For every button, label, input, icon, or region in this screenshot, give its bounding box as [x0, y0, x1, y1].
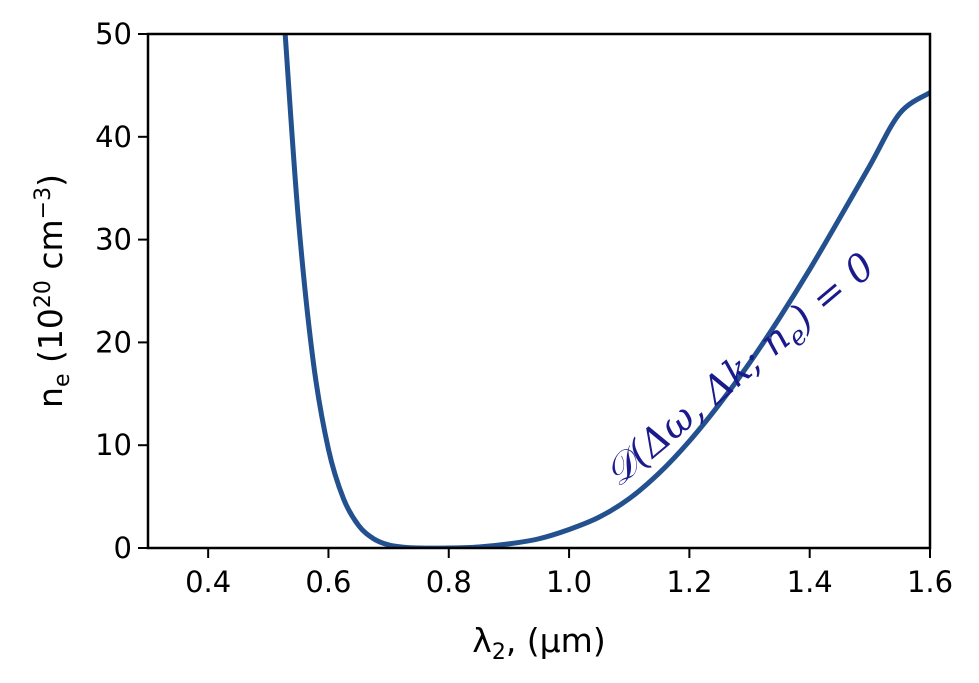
- x-axis-label: λ2, (μm): [472, 621, 605, 665]
- x-tick-label: 0.6: [305, 565, 351, 599]
- x-tick-label: 0.8: [426, 565, 472, 599]
- series-line: [282, 34, 930, 548]
- x-tick-label: 1.4: [787, 565, 833, 599]
- plot-frame: [146, 32, 932, 550]
- y-tick-label: 50: [95, 17, 132, 51]
- x-tick-label: 1.2: [666, 565, 712, 599]
- x-tick-label: 0.4: [185, 565, 231, 599]
- y-tick-label: 30: [95, 223, 132, 257]
- y-tick-label: 10: [95, 428, 132, 462]
- series-layer: [282, 34, 930, 548]
- curve-annotation: 𝒟(Δω, Δk; ne) = 0: [596, 244, 887, 500]
- y-axis-ticks: 0 10 20 30 40 50: [95, 17, 148, 565]
- x-tick-label: 1.6: [907, 565, 953, 599]
- y-tick-label: 20: [95, 325, 132, 359]
- x-tick-label: 1.0: [546, 565, 592, 599]
- y-tick-label: 40: [95, 120, 132, 154]
- x-axis-ticks: 0.4 0.6 0.8 1.0 1.2 1.4 1.6: [185, 548, 953, 599]
- y-axis-label: ne (1020 cm−3): [31, 174, 75, 408]
- y-tick-label: 0: [114, 531, 132, 565]
